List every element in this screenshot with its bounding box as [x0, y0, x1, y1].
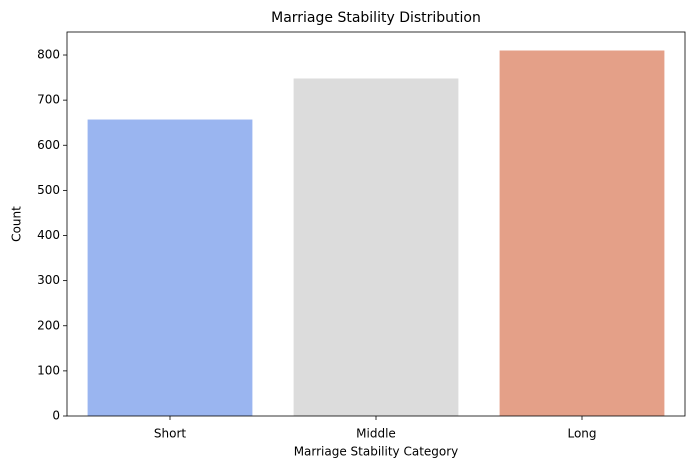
y-tick-label: 800 [37, 48, 60, 62]
y-axis-label: Count [10, 206, 24, 242]
y-tick-label: 600 [37, 138, 60, 152]
bar [499, 50, 665, 417]
x-axis-label: Marriage Stability Category [294, 445, 459, 459]
x-tick-label: Long [567, 427, 596, 441]
y-tick-label: 500 [37, 183, 60, 197]
y-tick-label: 700 [37, 93, 60, 107]
y-tick-label: 100 [37, 363, 60, 377]
x-tick-label: Middle [356, 427, 396, 441]
y-tick-label: 400 [37, 228, 60, 242]
y-tick-label: 300 [37, 273, 60, 287]
chart-title: Marriage Stability Distribution [271, 10, 481, 26]
y-tick-label: 200 [37, 318, 60, 332]
y-tick-label: 0 [52, 409, 60, 423]
x-tick-label: Short [154, 427, 186, 441]
axes-frame [66, 31, 686, 417]
bar [87, 119, 253, 416]
bar [293, 78, 459, 417]
